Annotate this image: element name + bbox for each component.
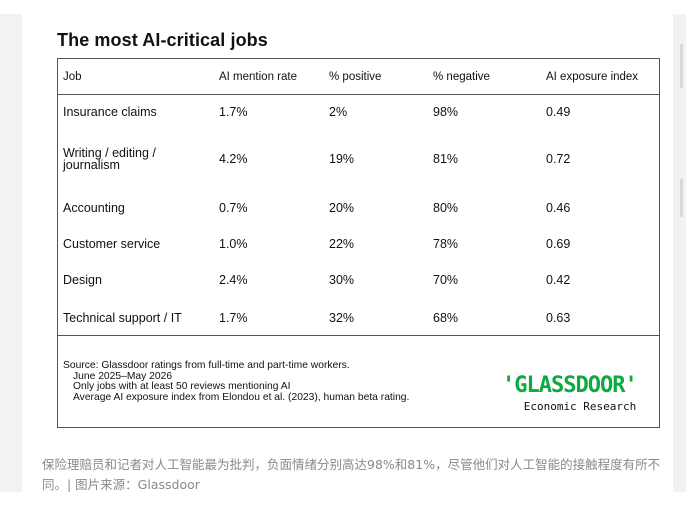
- logo-wordmark: 'GLASSDOOR': [502, 373, 638, 398]
- cell-positive: 22%: [329, 237, 355, 251]
- cell-exposure: 0.69: [546, 237, 571, 251]
- cell-mention: 1.0%: [219, 237, 248, 251]
- cell-job: Customer service: [63, 237, 161, 251]
- cell-positive: 2%: [329, 105, 348, 119]
- cell-negative: 68%: [433, 311, 459, 325]
- cell-exposure: 0.72: [546, 152, 571, 166]
- cell-positive: 30%: [329, 273, 355, 287]
- cell-positive: 20%: [329, 201, 355, 215]
- table-header: Job AI mention rate % positive % negativ…: [58, 59, 659, 95]
- figure-frame: Job AI mention rate % positive % negativ…: [57, 58, 660, 428]
- cell-job: Technical support / IT: [63, 311, 182, 325]
- glassdoor-logo: 'GLASSDOOR' Economic Research: [502, 373, 652, 413]
- table-divider: [58, 335, 659, 336]
- cell-job: Insurance claims: [63, 105, 157, 119]
- image-caption: 保险理赔员和记者对人工智能最为批判，负面情绪分别高达98%和81%，尽管他们对人…: [42, 457, 661, 492]
- source-line: Only jobs with at least 50 reviews menti…: [73, 381, 291, 392]
- cell-negative: 81%: [433, 152, 459, 166]
- header-negative: % negative: [433, 71, 490, 83]
- source-line: June 2025–May 2026: [73, 370, 173, 382]
- cell-exposure: 0.49: [546, 105, 571, 119]
- cell-positive: 19%: [329, 152, 355, 166]
- cell-mention: 0.7%: [219, 201, 248, 215]
- cell-mention: 2.4%: [219, 273, 248, 287]
- cell-job-line2: journalism: [63, 158, 120, 172]
- header-mention-rate: AI mention rate: [219, 71, 297, 83]
- cell-exposure: 0.42: [546, 273, 571, 287]
- cell-negative: 80%: [433, 201, 459, 215]
- source-line: Average AI exposure index from Elondou e…: [73, 391, 410, 403]
- source-line: Source: Glassdoor ratings from full-time…: [63, 360, 350, 371]
- scroll-indicator: [680, 179, 683, 217]
- header-positive: % positive: [329, 71, 382, 83]
- cell-mention: 1.7%: [219, 311, 248, 325]
- cell-exposure: 0.63: [546, 311, 571, 325]
- header-exposure: AI exposure index: [546, 71, 639, 83]
- figure-title: The most AI-critical jobs: [57, 30, 268, 50]
- header-job: Job: [63, 71, 82, 83]
- cell-job-line1: Writing / editing /: [63, 146, 156, 160]
- cell-job: Design: [63, 273, 102, 287]
- cell-exposure: 0.46: [546, 201, 571, 215]
- logo-subtitle: Economic Research: [523, 400, 637, 413]
- left-margin-panel: [0, 14, 22, 492]
- cell-negative: 98%: [433, 105, 459, 119]
- source-note: Source: Glassdoor ratings from full-time…: [63, 360, 410, 403]
- scroll-indicator: [680, 44, 683, 88]
- cell-mention: 4.2%: [219, 152, 248, 166]
- cell-negative: 78%: [433, 237, 459, 251]
- cell-job: Accounting: [63, 201, 125, 215]
- right-margin-panel: [673, 14, 686, 492]
- cell-positive: 32%: [329, 311, 355, 325]
- cell-mention: 1.7%: [219, 105, 248, 119]
- cell-negative: 70%: [433, 273, 459, 287]
